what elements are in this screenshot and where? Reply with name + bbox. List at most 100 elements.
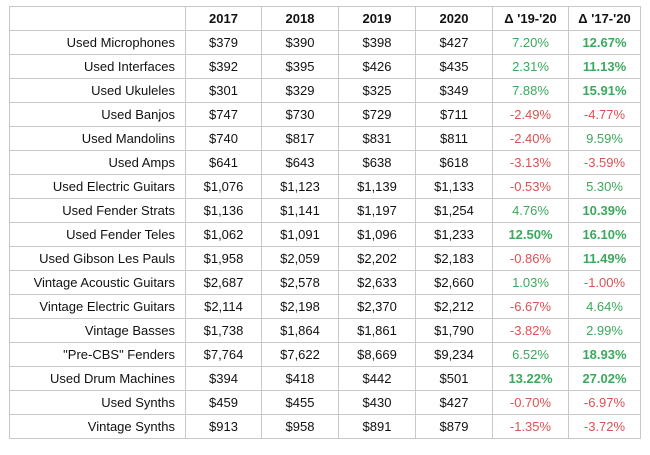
value-cell-2017: $394 — [185, 366, 262, 391]
row-label: "Pre-CBS" Fenders — [9, 342, 186, 367]
delta-17-20-cell: 11.13% — [568, 54, 641, 79]
price-table-container: 2017 2018 2019 2020 Δ '19-'20 Δ '17-'20 … — [9, 6, 641, 439]
value-cell-2020: $501 — [415, 366, 493, 391]
delta-19-20-cell: -0.53% — [492, 174, 569, 199]
delta-17-20-cell: -3.59% — [568, 150, 641, 175]
delta-17-20-cell: 18.93% — [568, 342, 641, 367]
value-cell-2017: $1,738 — [185, 318, 262, 343]
delta-17-20-cell: 5.30% — [568, 174, 641, 199]
value-cell-2018: $418 — [261, 366, 339, 391]
table-row: Used Banjos $747 $730 $729 $711 -2.49% -4.77% — [9, 102, 641, 127]
value-cell-2019: $8,669 — [338, 342, 416, 367]
value-cell-2019: $1,861 — [338, 318, 416, 343]
value-cell-2019: $442 — [338, 366, 416, 391]
delta-17-20-cell: 11.49% — [568, 246, 641, 271]
value-cell-2018: $1,123 — [261, 174, 339, 199]
delta-19-20-cell: 7.88% — [492, 78, 569, 103]
delta-17-20-cell: 16.10% — [568, 222, 641, 247]
delta-19-20-cell: 4.76% — [492, 198, 569, 223]
delta-17-20-cell: 4.64% — [568, 294, 641, 319]
delta-19-20-cell: 2.31% — [492, 54, 569, 79]
value-cell-2017: $379 — [185, 30, 262, 55]
value-cell-2019: $398 — [338, 30, 416, 55]
table-row: Used Drum Machines $394 $418 $442 $501 13.22%… — [9, 366, 641, 391]
delta-17-20-cell: 10.39% — [568, 198, 641, 223]
value-cell-2019: $2,202 — [338, 246, 416, 271]
delta-19-20-cell: 7.20% — [492, 30, 569, 55]
value-cell-2020: $879 — [415, 414, 493, 439]
row-label: Used Banjos — [9, 102, 186, 127]
value-cell-2017: $301 — [185, 78, 262, 103]
delta-19-20-cell: -1.35% — [492, 414, 569, 439]
value-cell-2017: $913 — [185, 414, 262, 439]
delta-17-20-cell: -1.00% — [568, 270, 641, 295]
value-cell-2017: $392 — [185, 54, 262, 79]
delta-17-20-cell: -3.72% — [568, 414, 641, 439]
value-cell-2019: $2,370 — [338, 294, 416, 319]
header-blank-cell — [9, 6, 186, 31]
value-cell-2018: $2,198 — [261, 294, 339, 319]
value-cell-2017: $1,062 — [185, 222, 262, 247]
row-label: Used Interfaces — [9, 54, 186, 79]
value-cell-2020: $427 — [415, 390, 493, 415]
value-cell-2017: $7,764 — [185, 342, 262, 367]
value-cell-2017: $1,136 — [185, 198, 262, 223]
delta-17-20-cell: 2.99% — [568, 318, 641, 343]
value-cell-2017: $2,687 — [185, 270, 262, 295]
value-cell-2020: $1,254 — [415, 198, 493, 223]
value-cell-2020: $2,183 — [415, 246, 493, 271]
delta-19-20-cell: -3.82% — [492, 318, 569, 343]
table-row: Used Microphones $379 $390 $398 $427 7.20% 12.… — [9, 30, 641, 55]
row-label: Vintage Electric Guitars — [9, 294, 186, 319]
table-row: Vintage Electric Guitars $2,114 $2,198 $2,3… — [9, 294, 641, 319]
value-cell-2020: $711 — [415, 102, 493, 127]
row-label: Used Gibson Les Pauls — [9, 246, 186, 271]
header-2019: 2019 — [338, 6, 416, 31]
delta-17-20-cell: -4.77% — [568, 102, 641, 127]
delta-17-20-cell: -6.97% — [568, 390, 641, 415]
value-cell-2020: $2,212 — [415, 294, 493, 319]
row-label: Used Drum Machines — [9, 366, 186, 391]
value-cell-2018: $817 — [261, 126, 339, 151]
row-label: Used Fender Strats — [9, 198, 186, 223]
value-cell-2020: $427 — [415, 30, 493, 55]
value-cell-2020: $349 — [415, 78, 493, 103]
table-row: Used Mandolins $740 $817 $831 $811 -2.40% 9.59… — [9, 126, 641, 151]
value-cell-2019: $426 — [338, 54, 416, 79]
header-2018: 2018 — [261, 6, 339, 31]
header-2017: 2017 — [185, 6, 262, 31]
table-body: Used Microphones $379 $390 $398 $427 7.20% 12.… — [9, 30, 641, 439]
value-cell-2018: $455 — [261, 390, 339, 415]
value-cell-2018: $730 — [261, 102, 339, 127]
price-table: 2017 2018 2019 2020 Δ '19-'20 Δ '17-'20 … — [9, 6, 641, 439]
delta-19-20-cell: -2.40% — [492, 126, 569, 151]
value-cell-2019: $325 — [338, 78, 416, 103]
value-cell-2020: $1,233 — [415, 222, 493, 247]
delta-19-20-cell: 13.22% — [492, 366, 569, 391]
value-cell-2018: $958 — [261, 414, 339, 439]
value-cell-2018: $329 — [261, 78, 339, 103]
table-row: Used Fender Teles $1,062 $1,091 $1,096 $1,23… — [9, 222, 641, 247]
table-row: Used Interfaces $392 $395 $426 $435 2.31% 11.1… — [9, 54, 641, 79]
value-cell-2019: $891 — [338, 414, 416, 439]
row-label: Used Mandolins — [9, 126, 186, 151]
value-cell-2019: $1,096 — [338, 222, 416, 247]
value-cell-2020: $9,234 — [415, 342, 493, 367]
value-cell-2020: $1,790 — [415, 318, 493, 343]
value-cell-2020: $1,133 — [415, 174, 493, 199]
header-delta-19-20: Δ '19-'20 — [492, 6, 569, 31]
delta-19-20-cell: 12.50% — [492, 222, 569, 247]
table-row: Used Fender Strats $1,136 $1,141 $1,197 $1,2… — [9, 198, 641, 223]
value-cell-2017: $747 — [185, 102, 262, 127]
value-cell-2018: $7,622 — [261, 342, 339, 367]
delta-19-20-cell: -0.86% — [492, 246, 569, 271]
table-row: Used Electric Guitars $1,076 $1,123 $1,139 $… — [9, 174, 641, 199]
value-cell-2020: $811 — [415, 126, 493, 151]
delta-19-20-cell: 6.52% — [492, 342, 569, 367]
delta-19-20-cell: -3.13% — [492, 150, 569, 175]
delta-17-20-cell: 27.02% — [568, 366, 641, 391]
value-cell-2020: $618 — [415, 150, 493, 175]
header-2020: 2020 — [415, 6, 493, 31]
table-row: Vintage Acoustic Guitars $2,687 $2,578 $2,6… — [9, 270, 641, 295]
value-cell-2019: $729 — [338, 102, 416, 127]
